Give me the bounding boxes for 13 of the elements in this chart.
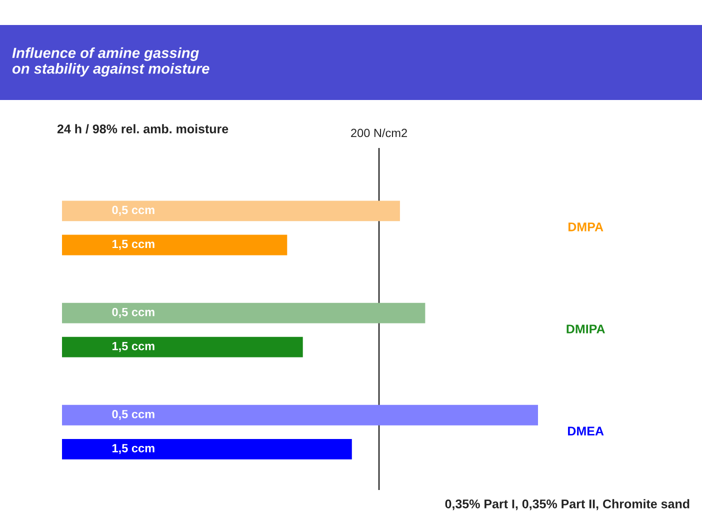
text: 0,35% Part I, 0,35% Part II, Chromite sand bbox=[445, 499, 690, 510]
text: DMPA bbox=[568, 222, 604, 232]
text: DMEA bbox=[568, 426, 604, 436]
y-tick-label: 1,5 ccm bbox=[112, 444, 154, 454]
text: DMIPA bbox=[566, 324, 605, 334]
y-tick-label: 1,5 ccm bbox=[112, 240, 154, 250]
ref-line-label: 200 N/cm2 bbox=[351, 128, 407, 138]
y-tick-label: 0,5 ccm bbox=[112, 206, 154, 216]
chart-subtitle: 24 h / 98% rel. amb. moisture bbox=[57, 124, 228, 134]
y-tick-label: 0,5 ccm bbox=[112, 308, 154, 318]
y-tick-label: 0,5 ccm bbox=[112, 410, 154, 420]
y-tick-label: 1,5 ccm bbox=[112, 342, 154, 352]
chart-title: Influence of amine gassing on stability against moisture bbox=[12, 47, 210, 77]
